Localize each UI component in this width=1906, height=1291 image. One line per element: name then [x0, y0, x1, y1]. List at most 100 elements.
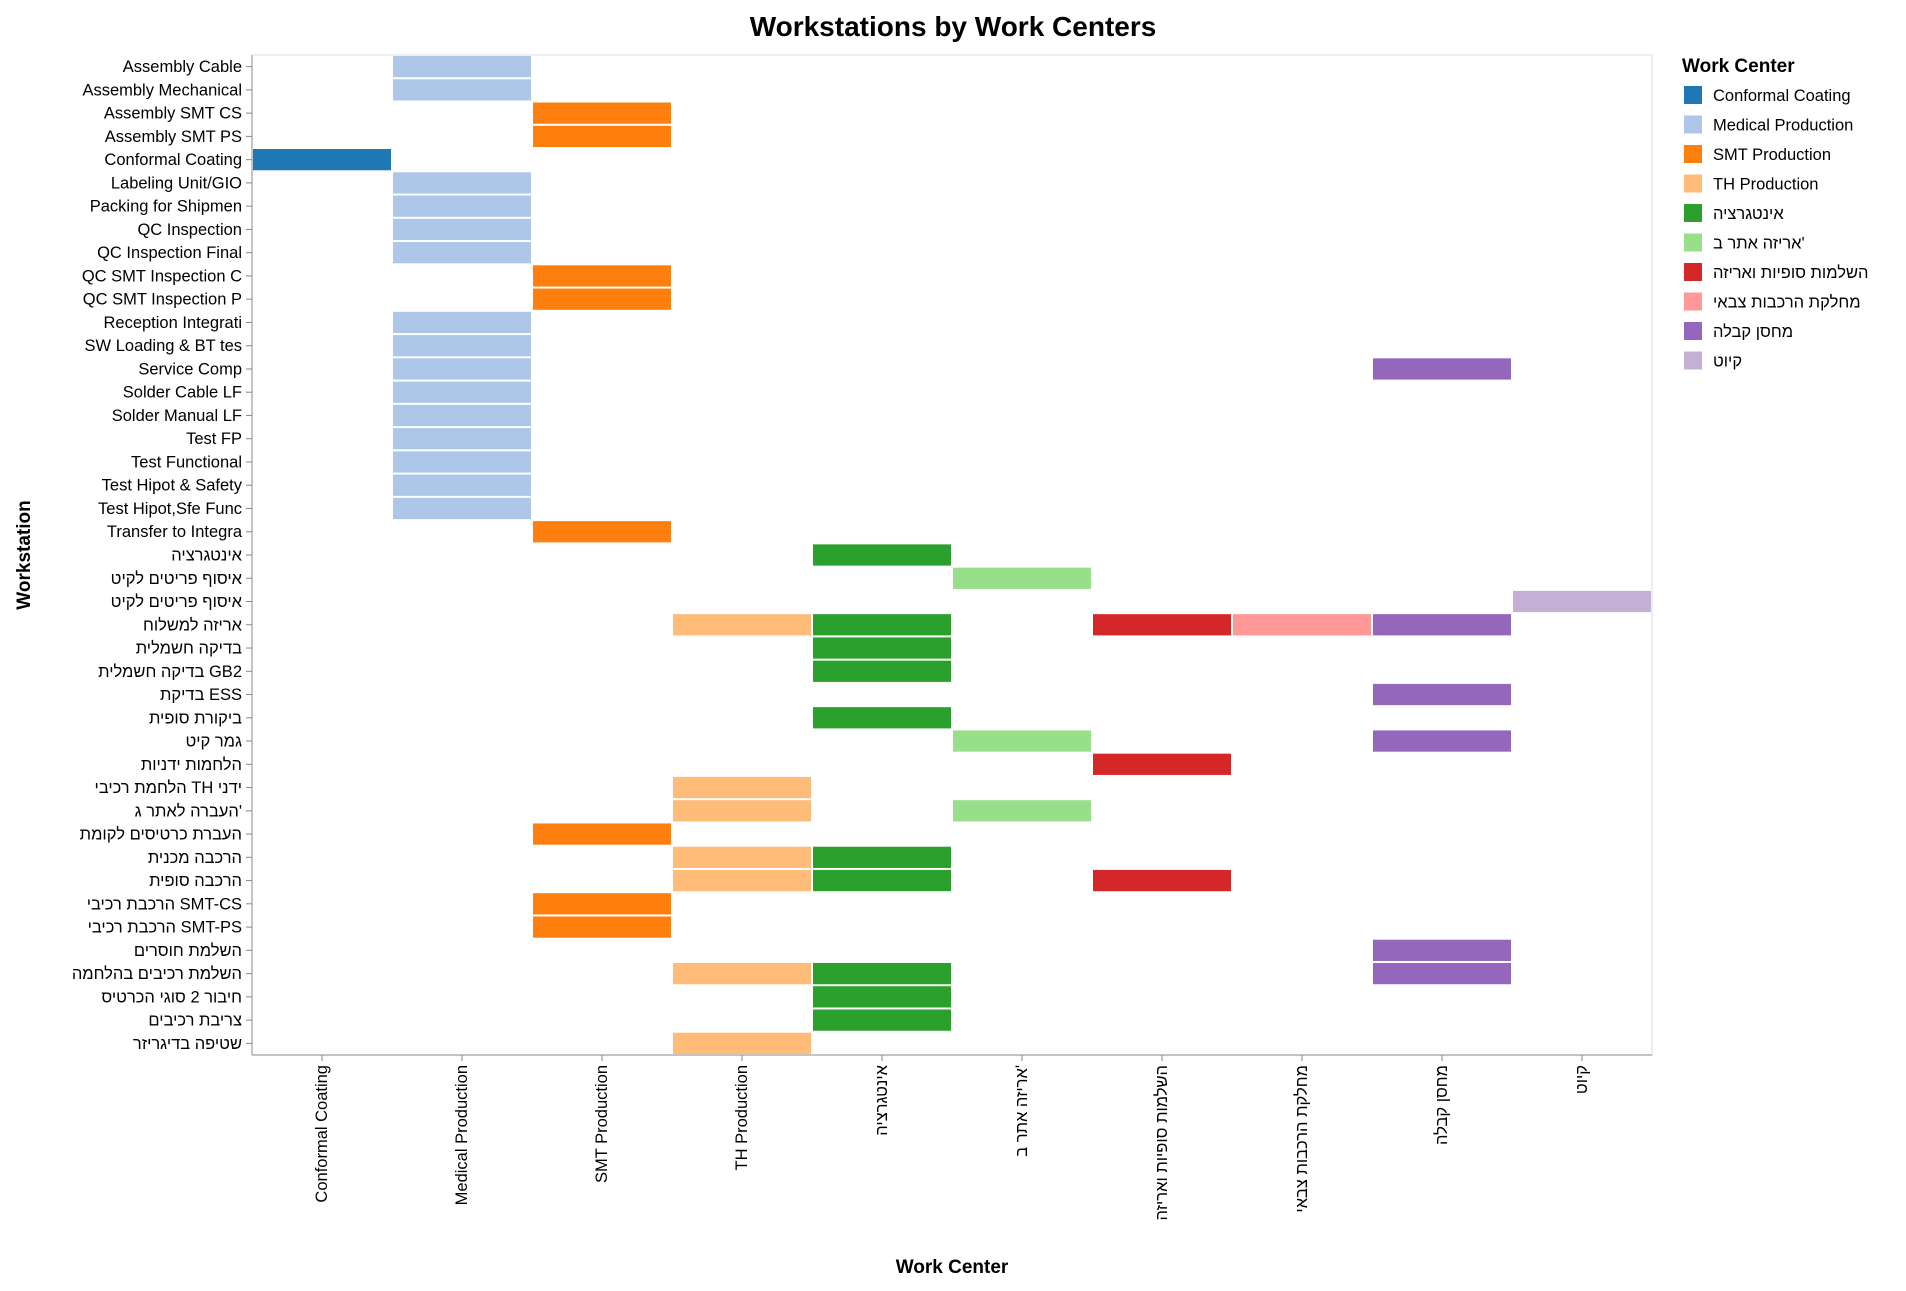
- heatmap-cell: [813, 637, 951, 659]
- heatmap-cell: [533, 521, 671, 543]
- cells-layer: [253, 56, 1651, 1054]
- y-tick-label: Test Functional: [131, 453, 242, 471]
- y-tick-label: Packing for Shipmen: [90, 198, 242, 216]
- legend-label: SMT Production: [1713, 146, 1831, 164]
- legend-swatch: [1684, 86, 1702, 104]
- y-tick-label: Test Hipot & Safety: [102, 477, 243, 495]
- y-tick-label: השלמת חוסרים: [134, 942, 242, 960]
- heatmap-cell: [393, 474, 531, 496]
- x-tick-label: Medical Production: [453, 1065, 471, 1205]
- heatmap-cell: [813, 962, 951, 985]
- heatmap-cell: [813, 986, 951, 1008]
- y-tick-label: הלחמות ידניות: [141, 756, 242, 774]
- heatmap-cell: [393, 404, 531, 427]
- y-axis: Assembly Cable Assembly Mechanical Assembl…: [72, 55, 253, 1055]
- heatmap-cell: [953, 567, 1091, 589]
- legend-swatch: [1684, 145, 1702, 163]
- y-tick-label: QC Inspection Final: [97, 244, 242, 262]
- y-tick-label: הלחמת רכיבי TH ידני: [95, 779, 242, 797]
- y-tick-label: הרכבת רכיבי SMT-CS: [87, 895, 242, 913]
- heatmap-cell: [393, 311, 531, 334]
- heatmap-cell: [393, 358, 531, 380]
- legend-title: Work Center: [1682, 56, 1795, 77]
- legend-swatch: [1684, 233, 1702, 252]
- x-axis: Conformal Coating Medical Production SMT P…: [252, 1054, 1652, 1220]
- y-tick-label: Test Hipot,Sfe Func: [98, 500, 242, 518]
- heatmap-cell: [1373, 962, 1511, 985]
- legend-label: קיוט: [1713, 353, 1742, 371]
- y-tick-label: Assembly Cable: [123, 58, 242, 76]
- heatmap-cell: [813, 1009, 951, 1031]
- x-tick-label: Conformal Coating: [313, 1065, 331, 1203]
- heatmap-cell: [953, 800, 1091, 822]
- legend-label: אריזה אתר ב': [1713, 235, 1805, 253]
- y-tick-label: העברת כרטיסים לקומת: [80, 826, 242, 844]
- heatmap-cell: [1233, 614, 1371, 636]
- x-tick-label: מחסן קבלה: [1433, 1065, 1451, 1145]
- heatmap-cell: [393, 195, 531, 217]
- legend-swatch: [1684, 292, 1702, 311]
- y-tick-label: QC SMT Inspection P: [83, 291, 242, 309]
- heatmap-cell: [393, 451, 531, 473]
- y-tick-label: גמר קיט: [185, 733, 242, 751]
- legend-label: Conformal Coating: [1713, 87, 1851, 105]
- y-tick-label: צריבת רכיבים: [148, 1012, 242, 1030]
- y-tick-label: איסוף פריטים לקיט: [111, 570, 243, 588]
- heatmap-cell: [673, 846, 811, 868]
- heatmap-cell: [813, 660, 951, 682]
- heatmap-cell: [1093, 753, 1231, 775]
- x-tick-label: TH Production: [733, 1065, 751, 1170]
- x-tick-label: קיוט: [1573, 1065, 1591, 1094]
- y-tick-label: העברה לאתר ג': [135, 802, 242, 820]
- y-tick-label: SW Loading & BT tes: [85, 337, 242, 355]
- heatmap-cell: [393, 381, 531, 403]
- heatmap-cell: [813, 846, 951, 868]
- y-tick-label: Assembly SMT PS: [105, 128, 242, 146]
- heatmap-cell: [953, 730, 1091, 752]
- y-tick-label: אינטגרציה: [171, 547, 242, 565]
- heatmap-cell: [533, 102, 671, 124]
- y-tick-label: Assembly Mechanical: [82, 81, 242, 99]
- x-tick-label: SMT Production: [593, 1065, 611, 1183]
- y-tick-label: איסוף פריטים לקיט: [111, 593, 243, 611]
- heatmap-cell: [813, 869, 951, 892]
- heatmap-cell: [813, 614, 951, 636]
- y-tick-label: בדיקה חשמלית: [136, 640, 242, 658]
- heatmap-cell: [533, 288, 671, 310]
- y-tick-label: Reception Integrati: [103, 314, 242, 332]
- heatmap-cell: [393, 79, 531, 101]
- legend-label: TH Production: [1713, 176, 1818, 194]
- x-tick-label: אינטגרציה: [873, 1064, 891, 1135]
- legend-swatch: [1684, 351, 1702, 370]
- y-tick-label: Labeling Unit/GIO: [111, 174, 242, 192]
- chart-title: Workstations by Work Centers: [750, 11, 1157, 42]
- heatmap-cell: [813, 544, 951, 566]
- legend-label: מחלקת הרכבות צבאי: [1713, 294, 1861, 312]
- heatmap-cell: [393, 428, 531, 450]
- heatmap-cell: [533, 893, 671, 915]
- y-axis-title: Workstation: [14, 500, 35, 609]
- legend-swatch: [1684, 204, 1702, 222]
- legend: Work Center Conformal Coating Medical Pro…: [1682, 56, 1868, 371]
- y-tick-label: Transfer to Integra: [107, 523, 243, 541]
- heatmap-cell: [673, 869, 811, 892]
- legend-swatch: [1684, 174, 1702, 193]
- heatmap-cell: [533, 823, 671, 845]
- heatmap-cell: [393, 172, 531, 194]
- heatmap-cell: [393, 497, 531, 520]
- heatmap-cell: [813, 707, 951, 729]
- y-tick-label: הרכבה מכנית: [148, 849, 242, 867]
- legend-label: מחסן קבלה: [1713, 323, 1793, 341]
- heatmap-cell: [393, 335, 531, 357]
- x-axis-title: Work Center: [896, 1257, 1009, 1278]
- heatmap-cell: [253, 149, 391, 171]
- heatmap-cell: [673, 962, 811, 985]
- y-tick-label: בדיקת ESS: [160, 686, 242, 704]
- x-tick-label: מחלקת הרכבות צבאי: [1293, 1065, 1311, 1213]
- heatmap-cell: [393, 218, 531, 241]
- y-tick-label: בדיקה חשמלית GB2: [98, 663, 242, 681]
- y-tick-label: QC Inspection: [137, 221, 242, 239]
- y-tick-label: ביקורת סופית: [149, 709, 242, 727]
